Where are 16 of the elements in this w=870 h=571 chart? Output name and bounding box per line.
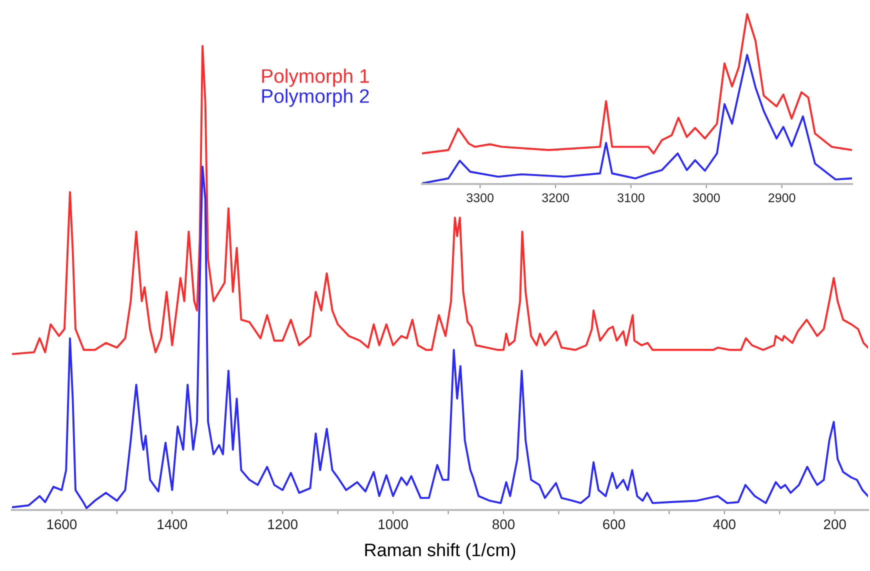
x-axis-title: Raman shift (1/cm) bbox=[365, 543, 516, 560]
x-tick-label: 200 bbox=[824, 519, 846, 530]
x-tick-label: 600 bbox=[603, 519, 626, 530]
x-tick-label: 3300 bbox=[466, 193, 494, 202]
x-tick-label: 1400 bbox=[158, 519, 188, 530]
text: Polymorph 1 bbox=[262, 68, 369, 87]
x-tick-label: 800 bbox=[492, 519, 515, 530]
x-tick-label: 1200 bbox=[268, 519, 298, 530]
x-tick-label: 1600 bbox=[47, 519, 77, 530]
x-tick-label: 1000 bbox=[378, 519, 408, 530]
x-tick-label: 3000 bbox=[692, 193, 720, 202]
x-tick-label: 3200 bbox=[542, 193, 569, 202]
x-tick-label: 400 bbox=[713, 519, 736, 530]
x-tick-label: 3100 bbox=[618, 193, 644, 202]
x-tick-label: 2900 bbox=[768, 193, 796, 202]
text: Polymorph 2 bbox=[262, 88, 369, 107]
